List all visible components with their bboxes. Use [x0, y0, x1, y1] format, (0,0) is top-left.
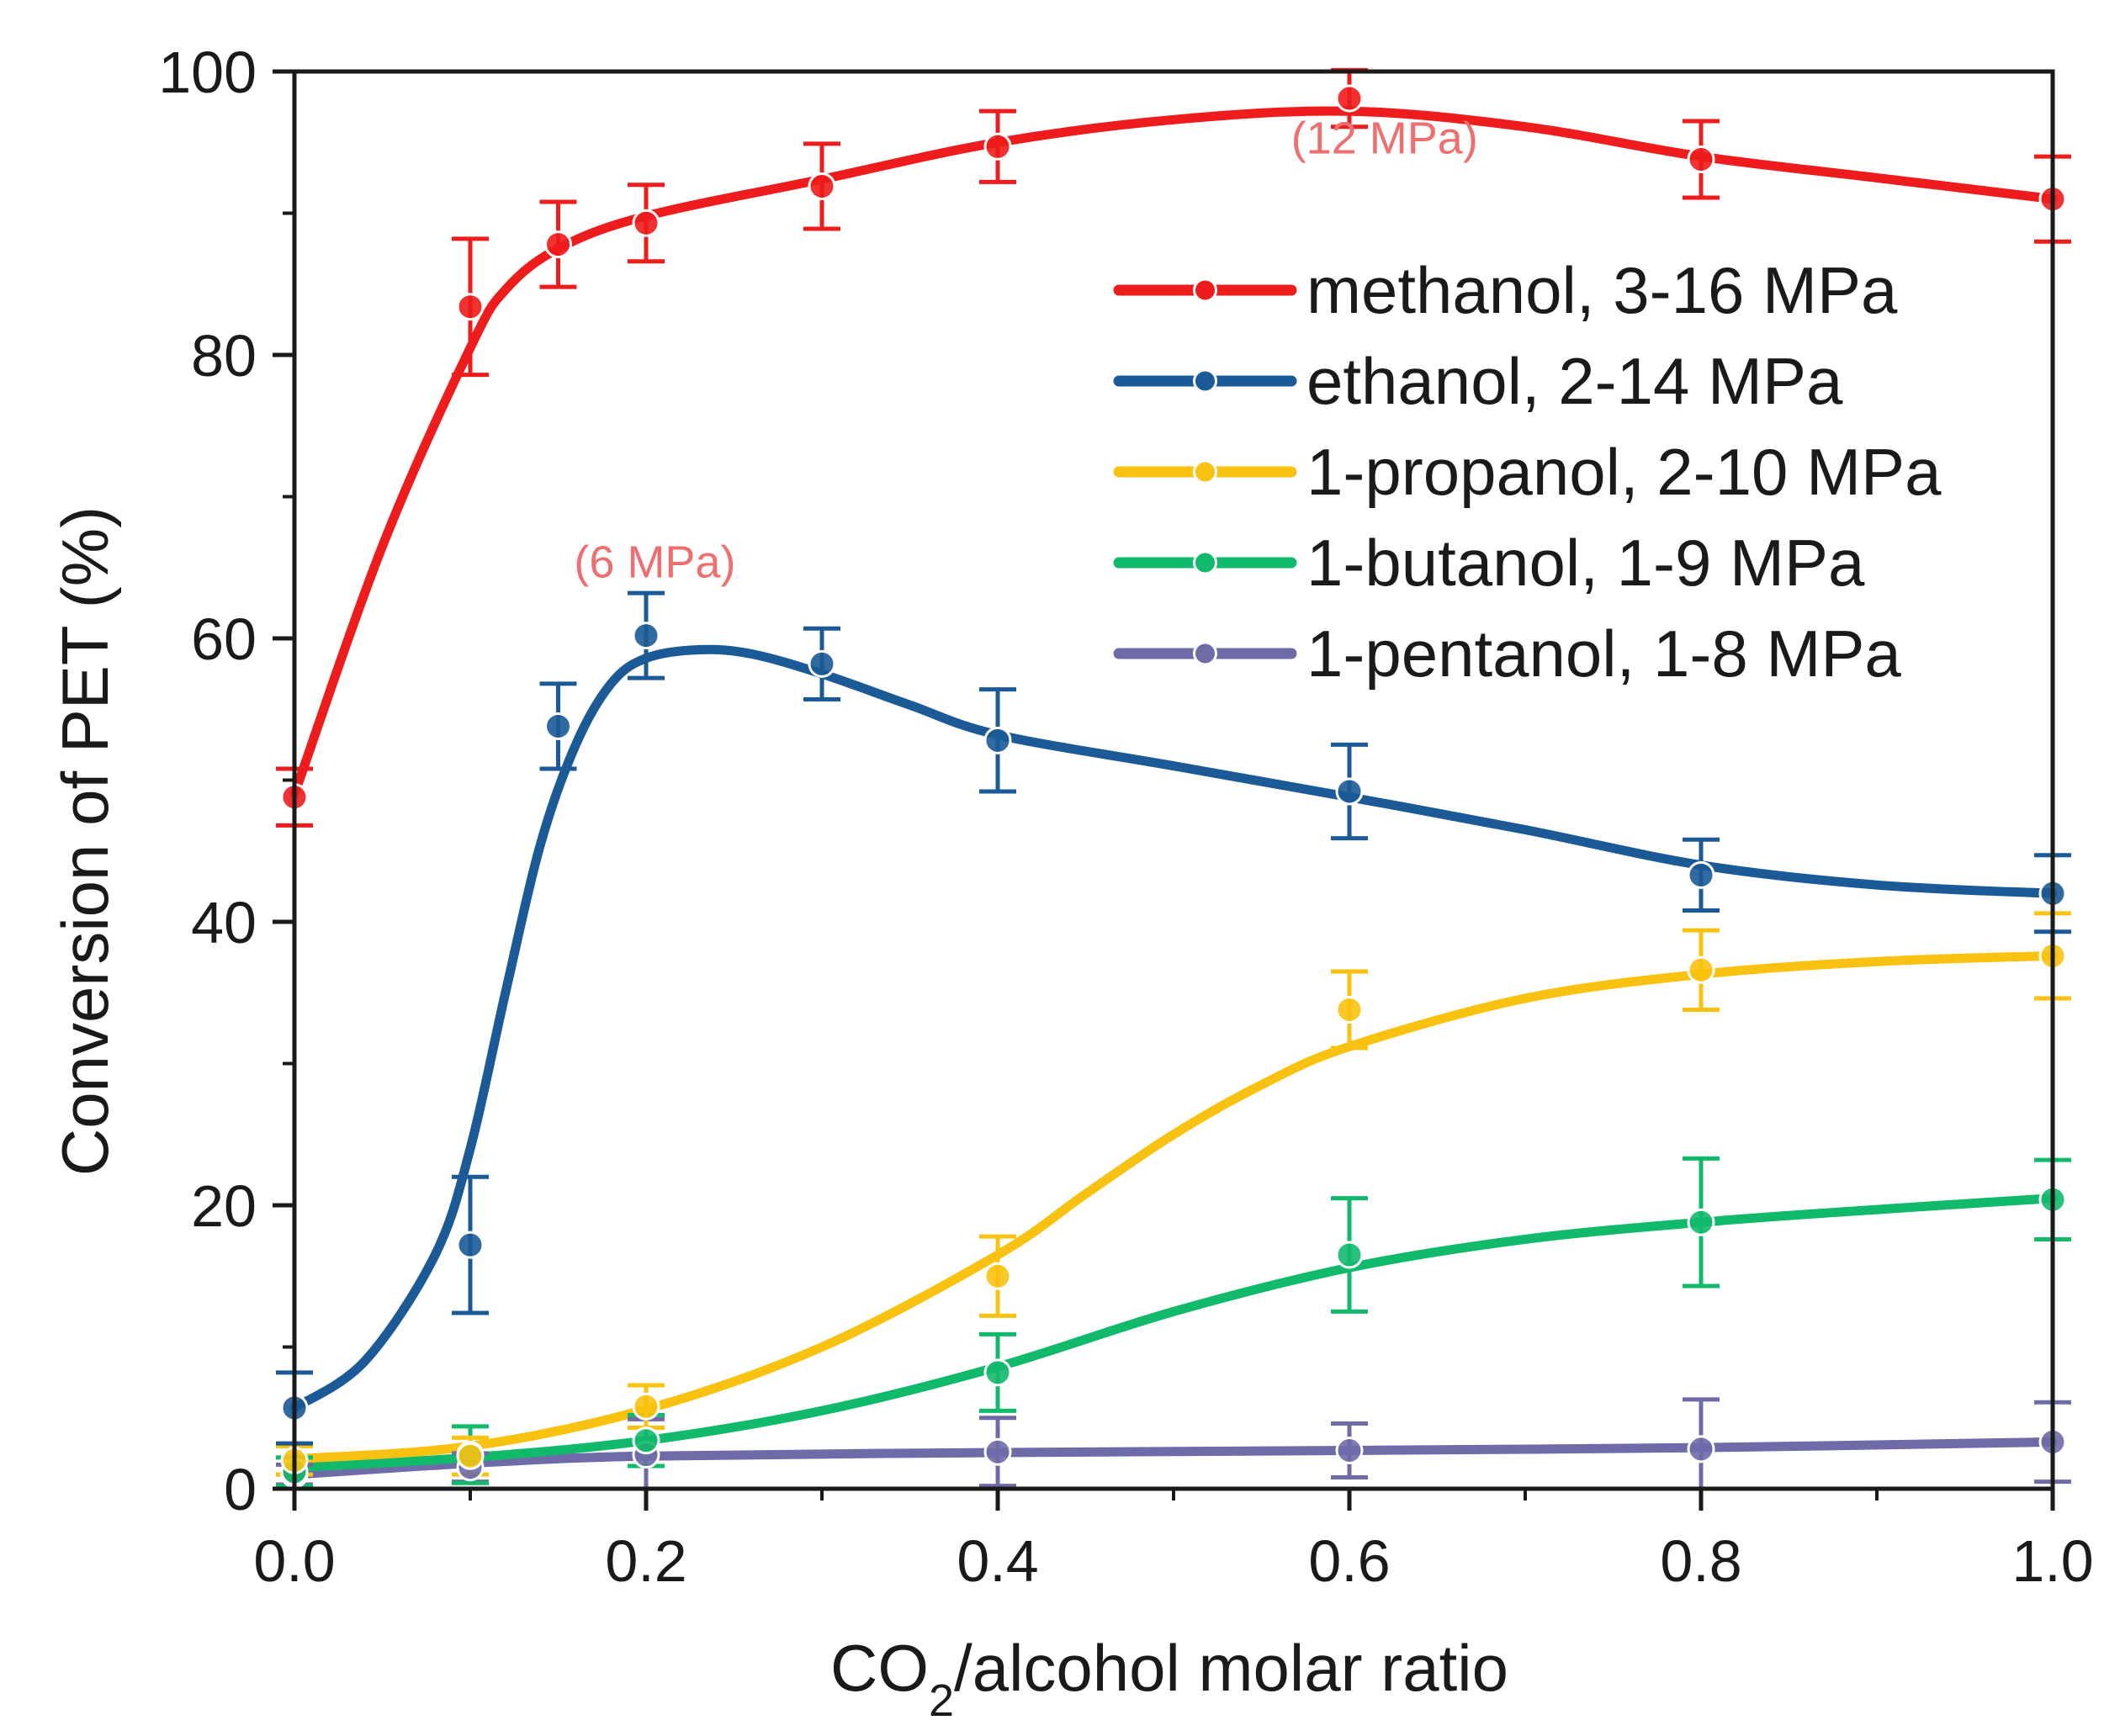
data-point	[632, 209, 660, 237]
data-point	[456, 1442, 485, 1470]
legend-entry: methanol, 3-16 MPa	[1113, 253, 1898, 327]
y-tick-label: 20	[191, 1173, 257, 1239]
x-tick-label: 0.4	[957, 1528, 1038, 1594]
legend-label: methanol, 3-16 MPa	[1306, 253, 1898, 327]
legend-entry: 1-butanol, 1-9 MPa	[1113, 526, 1865, 600]
y-tick-label: 40	[191, 890, 257, 955]
legend-swatch-marker	[1193, 278, 1217, 303]
fit-curve	[289, 1437, 2058, 1479]
fit-curve	[289, 644, 2058, 1413]
x-tick-label: 0.8	[1660, 1528, 1741, 1594]
legend-swatch-marker	[1193, 550, 1217, 575]
y-tick-label: 100	[158, 40, 257, 105]
x-tick-label: 0.2	[605, 1528, 686, 1594]
legend-entry: ethanol, 2-14 MPa	[1113, 344, 1843, 418]
legend-swatch-marker	[1193, 459, 1217, 484]
data-point	[632, 1392, 660, 1421]
legend-entry: 1-pentanol, 1-8 MPa	[1113, 617, 1901, 691]
data-point	[1335, 1241, 1364, 1269]
annotations-layer: (12 MPa) (6 MPa)	[574, 114, 1477, 588]
data-point	[983, 726, 1012, 754]
data-point	[1687, 1208, 1715, 1236]
x-axis-title-main: CO	[830, 1631, 929, 1705]
x-tick-label: 0.6	[1308, 1528, 1390, 1594]
data-point	[456, 293, 485, 321]
x-tick-label: 1.0	[2011, 1528, 2093, 1594]
data-point	[1335, 1437, 1364, 1465]
data-point	[544, 230, 572, 259]
y-tick-label: 80	[191, 323, 257, 389]
data-point	[632, 622, 660, 650]
pressure-annotation: (12 MPa)	[1291, 114, 1478, 164]
data-point	[1335, 84, 1364, 113]
pressure-annotation: (6 MPa)	[574, 537, 735, 588]
data-point	[983, 1262, 1012, 1290]
legend-label: 1-propanol, 2-10 MPa	[1306, 435, 1942, 509]
data-point	[1687, 860, 1715, 889]
data-point	[983, 1358, 1012, 1387]
data-point	[456, 1231, 485, 1259]
data-point	[1335, 995, 1364, 1024]
data-point	[808, 649, 836, 678]
legend-entry: 1-propanol, 2-10 MPa	[1113, 435, 1942, 509]
y-tick-label: 60	[191, 606, 257, 672]
data-point	[983, 132, 1012, 161]
ticks-layer: 0.0 0.2 0.4 0.6 0.8 1.0 0 20 40 60 80 100	[158, 40, 2093, 1594]
data-point	[1687, 1435, 1715, 1463]
x-tick-label: 0.0	[253, 1528, 335, 1594]
data-point	[544, 712, 572, 740]
legend-swatch-marker	[1193, 641, 1217, 666]
legend-label: ethanol, 2-14 MPa	[1306, 344, 1843, 418]
fit-curve	[289, 1194, 2058, 1473]
y-axis-title: Conversion of PET (%)	[48, 506, 122, 1176]
data-point	[1687, 145, 1715, 173]
legend: methanol, 3-16 MPa ethanol, 2-14 MPa 1-pro…	[1113, 253, 1942, 691]
x-axis-title-subscript: 2	[929, 1675, 954, 1726]
data-point	[1335, 777, 1364, 806]
legend-label: 1-butanol, 1-9 MPa	[1306, 526, 1865, 600]
x-axis-title-rest: /alcohol molar ratio	[954, 1631, 1508, 1705]
data-point	[983, 1437, 1012, 1466]
legend-swatch-marker	[1193, 368, 1217, 394]
data-point	[1687, 955, 1715, 984]
data-point	[632, 1426, 660, 1455]
x-axis-title: CO2/alcohol molar ratio	[830, 1631, 1508, 1726]
legend-label: 1-pentanol, 1-8 MPa	[1306, 617, 1901, 691]
data-point	[808, 172, 836, 200]
y-tick-label: 0	[224, 1457, 257, 1522]
